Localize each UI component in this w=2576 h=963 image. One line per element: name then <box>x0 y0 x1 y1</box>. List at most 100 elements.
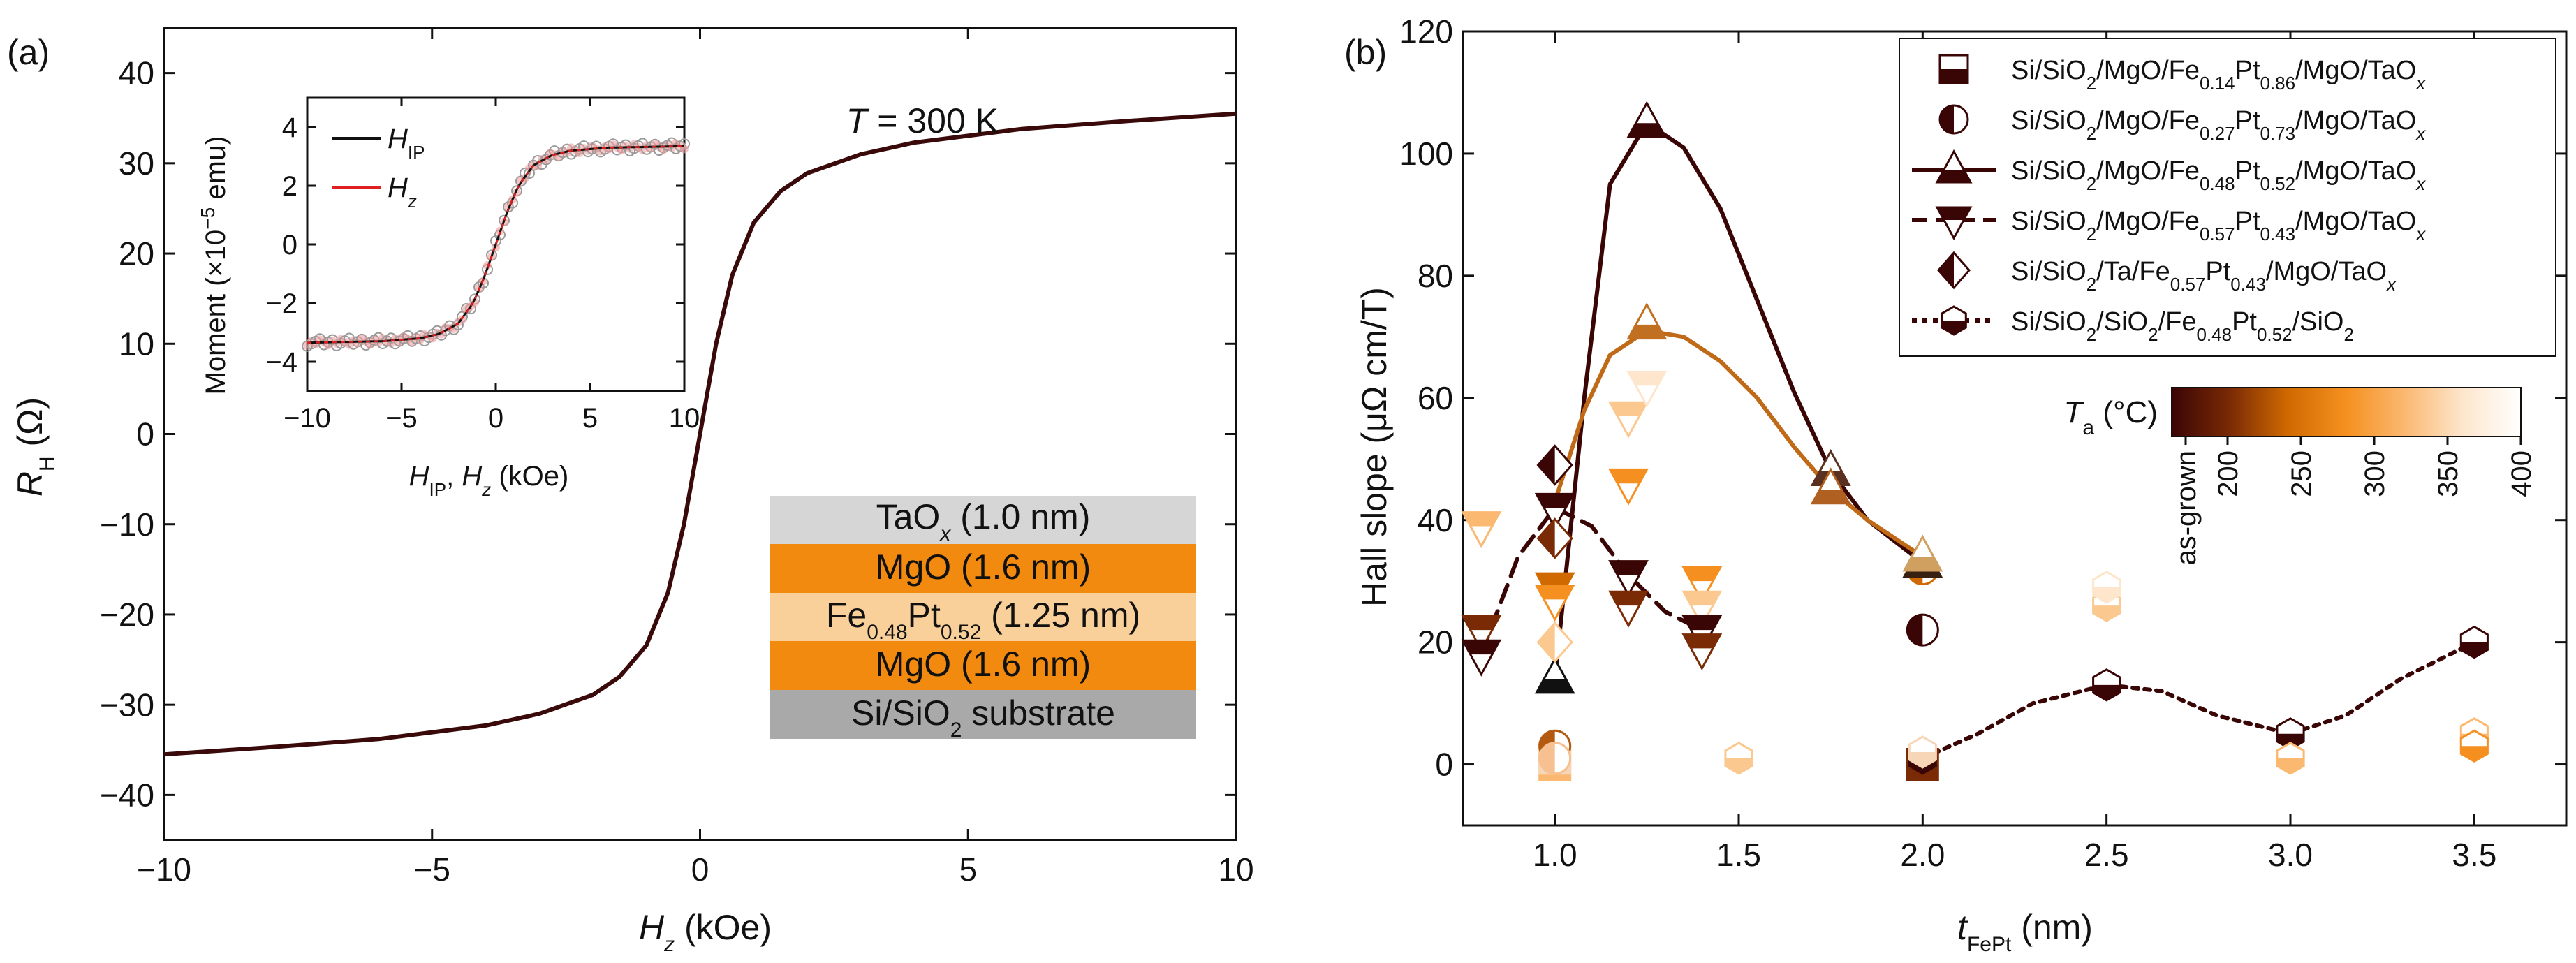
marker-fill <box>1462 640 1500 655</box>
series-3-point-13 <box>1681 615 1723 652</box>
legend-label-3: Si/SiO2/MgO/Fe0.57Pt0.43/MgO/TaOx <box>2011 207 2426 244</box>
legend-label-part: x <box>2415 73 2426 94</box>
legend-marker-2 <box>1935 149 1973 184</box>
series-3-point-5 <box>1534 585 1575 622</box>
colorbar-label-symbol: T <box>2064 395 2085 429</box>
inset-y-axis-label: Moment (×10−5 emu) <box>197 136 232 395</box>
marker-fill <box>1610 469 1647 484</box>
legend-label-4: Si/SiO2/Ta/Fe0.57Pt0.43/MgO/TaOx <box>2011 257 2397 295</box>
panel-a-y-tick-label: 20 <box>119 235 154 272</box>
panel-a-x-tick-label: 10 <box>1218 851 1253 888</box>
marker-fill <box>1610 561 1647 575</box>
panel-b-y-tick-label: 0 <box>1435 747 1453 783</box>
colorbar-label: Ta (°C) <box>2064 395 2158 439</box>
series-2-fit-curve-1 <box>1552 328 1925 559</box>
series-4-point-0 <box>1536 444 1573 486</box>
legend-label-part: 2 <box>2086 173 2096 194</box>
inset-x-tick-label: 5 <box>582 403 598 434</box>
legend-label-part: /MgO/TaO <box>2266 257 2387 286</box>
series-1-point-1 <box>1538 742 1572 775</box>
series-3-point-10 <box>1626 371 1668 409</box>
colorbar-tick-label: as-grown <box>2171 450 2202 566</box>
marker-fill <box>1937 207 1971 220</box>
marker-fill <box>1610 591 1647 606</box>
temperature-annotation-value: = 300 K <box>867 101 999 140</box>
legend-label-part: x <box>2415 173 2426 194</box>
legend-label-part: 0.48 <box>2200 173 2235 194</box>
series-3-fit-curve-0 <box>1479 506 1705 657</box>
marker-fill <box>2461 746 2488 762</box>
panel-b-label: (b) <box>1344 33 1387 72</box>
inset-magnetization-plot: −10 −5 0 5 10 −4 −2 0 2 4 <box>265 96 700 434</box>
panel-b-y-tick-label: 40 <box>1418 502 1453 538</box>
legend-label-part: Si/SiO <box>2011 106 2086 135</box>
panel-b-legend: Si/SiO2/MgO/Fe0.14Pt0.86/MgO/TaOxSi/SiO2… <box>1899 38 2556 357</box>
marker-fill <box>1610 402 1647 417</box>
panel-a-y-tick-label: −10 <box>100 506 154 543</box>
series-3-point-6 <box>1608 401 1649 439</box>
legend-label-part: /MgO/TaO <box>2295 207 2416 236</box>
marker-fill <box>1937 170 1971 182</box>
marker-fill <box>1683 634 1721 649</box>
marker-fill <box>2276 758 2304 774</box>
panel-b-y-tick-label: 80 <box>1418 258 1453 294</box>
inset-y-tick-label: 2 <box>282 171 297 202</box>
legend-label-part: Si/SiO <box>2011 257 2086 286</box>
legend-label-part: 0.14 <box>2200 73 2235 94</box>
marker-fill <box>2276 733 2304 749</box>
series-5-point-0 <box>1724 742 1753 775</box>
marker-fill <box>2093 587 2120 603</box>
legend-marker-5 <box>1941 305 1967 336</box>
colorbar-tick-label: 300 <box>2360 450 2390 497</box>
legend-label-part: /MgO/TaO <box>2295 156 2416 186</box>
series-2-point-4 <box>1810 467 1851 505</box>
stack-layer-mgo-bottom-label: MgO (1.6 nm) <box>876 645 1091 684</box>
legend-label-part: Si/SiO <box>2011 307 2086 337</box>
panel-a-x-tick-label: 5 <box>959 851 977 888</box>
panel-b-x-tick-label: 3.0 <box>2268 837 2313 873</box>
panel-a-x-tick-label: −5 <box>414 851 450 888</box>
series-3-point-2 <box>1461 639 1502 677</box>
legend-label-part: Pt <box>2235 106 2260 135</box>
marker-fill <box>1628 372 1665 386</box>
inset-x-axis-label: HIP, Hz (kOe) <box>409 461 569 500</box>
legend-label-part: 0.57 <box>2170 274 2206 295</box>
legend-label-part: 0.57 <box>2200 223 2235 244</box>
legend-label-part: x <box>2415 223 2426 244</box>
legend-label-part: /MgO/TaO <box>2295 106 2416 135</box>
inset-y-tick-label: −2 <box>265 288 297 319</box>
inset-legend: HIP Hz <box>332 124 425 212</box>
marker-fill <box>1538 446 1555 485</box>
panel-a-y-tick-label: 0 <box>136 416 154 453</box>
marker-fill <box>1683 616 1721 631</box>
panel-a-y-axis-label: RH (Ω) <box>10 397 59 497</box>
legend-label-2: Si/SiO2/MgO/Fe0.48Pt0.52/MgO/TaOx <box>2011 156 2426 194</box>
panel-a-x-axis-label: Hz (kOe) <box>639 908 772 956</box>
inset-legend-label-hip: HIP <box>388 124 425 163</box>
layer-stack-diagram: TaOx (1.0 nm) MgO (1.6 nm) Fe0.48Pt0.52 … <box>770 496 1196 742</box>
panel-a-plot <box>163 111 1237 757</box>
marker-fill <box>1462 512 1500 527</box>
legend-label-part: /MgO/Fe <box>2096 106 2200 135</box>
marker-fill <box>1538 623 1555 662</box>
series-3-point-14 <box>1681 633 1723 671</box>
legend-label-part: Pt <box>2205 257 2230 286</box>
series-2-point-2 <box>1626 302 1668 340</box>
legend-marker-3 <box>1935 206 1973 241</box>
legend-label-part: 2 <box>2148 324 2158 345</box>
colorbar-tick-label: 400 <box>2506 450 2537 497</box>
legend-label-part: 2 <box>2086 274 2096 295</box>
stack-layer-fept-label: Fe0.48Pt0.52 (1.25 nm) <box>826 596 1140 644</box>
temperature-annotation: T = 300 K <box>846 101 999 140</box>
marker-fill <box>1628 324 1665 339</box>
legend-label-part: 2 <box>2086 324 2096 345</box>
legend-label-part: Pt <box>2235 156 2260 186</box>
panel-b-plot <box>1461 101 2489 781</box>
series-2-point-0 <box>1534 656 1575 694</box>
stack-layer-taox-label: TaOx (1.0 nm) <box>876 497 1091 545</box>
legend-label-part: 0.52 <box>2257 324 2292 345</box>
legend-label-part: /SiO <box>2096 307 2148 337</box>
hall-resistance-curve <box>163 111 1237 757</box>
panel-a-y-tick-label: −40 <box>100 777 154 813</box>
